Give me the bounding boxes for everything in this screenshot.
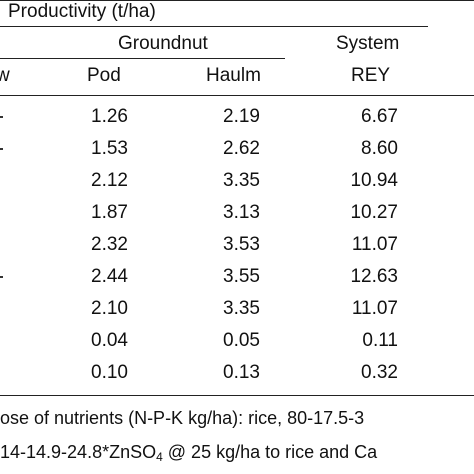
rey-header: REY [351, 65, 391, 86]
rey-cell: 0.11 [362, 330, 398, 351]
productivity-rule [0, 26, 428, 27]
groundnut-rule [0, 58, 285, 59]
rey-cell: 8.60 [361, 138, 398, 159]
pod-cell: 1.26 [91, 106, 128, 127]
table-bottom-rule [0, 395, 474, 396]
pod-cell: 0.10 [91, 362, 128, 383]
header-bottom-rule [0, 95, 474, 96]
productivity-header: Productivity (t/ha) [8, 1, 156, 22]
system-header: System [336, 33, 400, 54]
rey-cell: 11.07 [351, 234, 398, 255]
footnote-zinc-text: 14-14.9-24.8*ZnSO [0, 442, 157, 462]
rey-cell: 12.63 [350, 266, 398, 287]
pod-cell: 2.10 [91, 298, 128, 319]
rey-cell: 0.32 [361, 362, 398, 383]
groundnut-header: Groundnut [118, 33, 208, 54]
row-label-cut [0, 116, 3, 118]
footnote-zinc-rest: @ 25 kg/ha to rice and Ca [162, 442, 378, 462]
pod-cell: 2.44 [91, 266, 128, 287]
pod-cell: 2.32 [91, 234, 128, 255]
pod-cell: 1.87 [91, 202, 128, 223]
rey-cell: 10.27 [350, 202, 398, 223]
haulm-cell: 3.53 [223, 234, 260, 255]
table-top-rule [0, 0, 474, 1]
pod-cell: 2.12 [91, 170, 128, 191]
haulm-cell: 3.35 [223, 298, 260, 319]
pod-cell: 1.53 [91, 138, 128, 159]
rey-cell: 10.94 [350, 170, 398, 191]
footnote-zinc-subscript: 4 [156, 450, 163, 464]
footnote-zinc: 14-14.9-24.8*ZnSO4 @ 25 kg/ha to rice an… [0, 442, 378, 464]
haulm-cell: 2.62 [223, 138, 260, 159]
pod-header: Pod [87, 65, 121, 86]
rey-cell: 11.07 [351, 298, 398, 319]
haulm-cell: 3.35 [223, 170, 260, 191]
haulm-cell: 0.13 [223, 362, 260, 383]
haulm-header: Haulm [206, 65, 261, 86]
pod-cell: 0.04 [91, 330, 128, 351]
footnote-nutrients: ose of nutrients (N-P-K kg/ha): rice, 80… [0, 408, 365, 428]
haulm-cell: 3.13 [223, 202, 260, 223]
rey-cell: 6.67 [361, 106, 398, 127]
row-label-cut [0, 148, 3, 150]
haulm-cell: 3.55 [223, 266, 260, 287]
row-label-cut [0, 276, 3, 278]
haulm-cell: 2.19 [223, 106, 260, 127]
haulm-cell: 0.05 [223, 330, 260, 351]
left-cut-header: w [0, 65, 10, 86]
